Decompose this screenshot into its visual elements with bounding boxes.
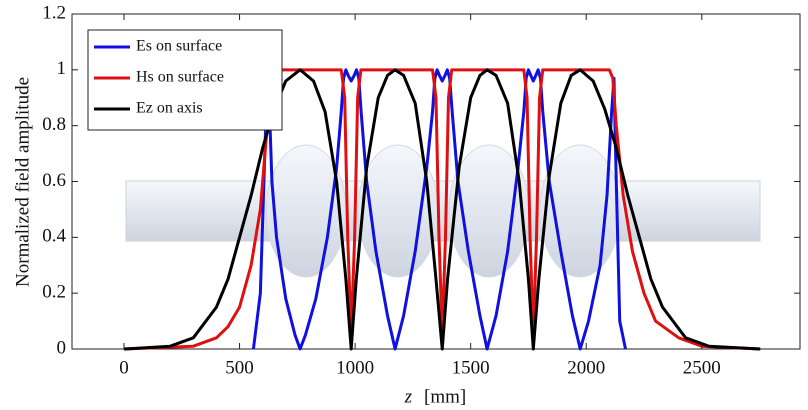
x-tick-label: 0 [119, 357, 129, 378]
x-tick-label: 500 [225, 357, 254, 378]
y-tick-label: 0.8 [42, 114, 66, 135]
y-tick-label: 0.2 [42, 282, 66, 303]
y-tick-label: 1 [57, 58, 67, 79]
y-tick-label: 0 [57, 337, 67, 358]
x-tick-label: 1500 [452, 357, 490, 378]
y-tick-label: 0.6 [42, 170, 66, 191]
y-axis-label: Normalized field amplitude [12, 77, 33, 287]
x-tick-label: 1000 [336, 357, 374, 378]
y-tick-label: 1.2 [42, 2, 66, 23]
legend-label: Es on surface [136, 38, 222, 55]
series-line [251, 68, 627, 351]
x-axis-label-unit: [mm] [424, 386, 466, 407]
legend-label: Hs on surface [136, 69, 224, 86]
x-tick-label: 2500 [683, 357, 721, 378]
x-axis-label-var: z [404, 386, 413, 407]
cavity-illustration [125, 144, 761, 278]
y-tick-label: 0.4 [42, 226, 66, 247]
legend-label: Ez on axis [136, 100, 203, 117]
x-tick-label: 2000 [567, 357, 605, 378]
